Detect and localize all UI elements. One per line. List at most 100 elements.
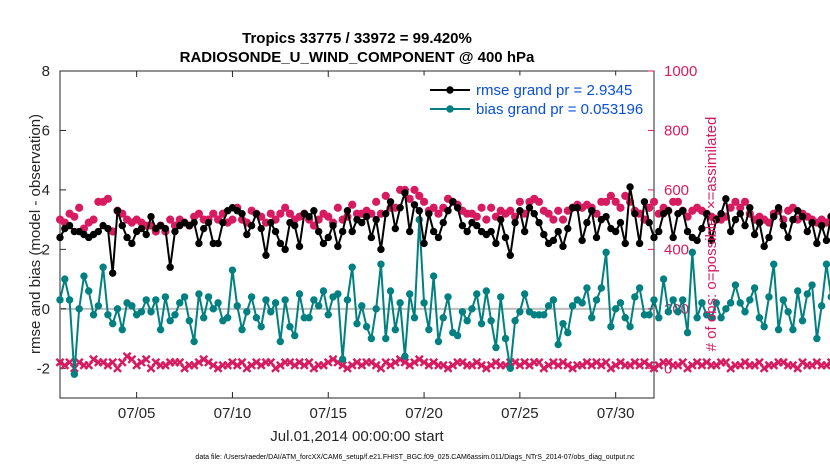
- bias-point: [377, 260, 385, 268]
- bias-point: [180, 293, 189, 301]
- obs-possible-point: [276, 209, 285, 218]
- bias-point: [405, 290, 414, 298]
- bias-point: [85, 287, 93, 295]
- obs-possible-point: [333, 203, 342, 212]
- obs-assimilated-point: [122, 351, 132, 361]
- rmse-point: [171, 227, 179, 236]
- bias-point: [817, 302, 826, 310]
- rmse-point: [310, 207, 318, 215]
- bias-point: [118, 325, 126, 334]
- obs-assimilated-point: [328, 354, 338, 364]
- rmse-point: [702, 209, 711, 218]
- obs-possible-point: [166, 215, 175, 224]
- obs-assimilated-point: [357, 360, 367, 370]
- legend-rmse-label: rmse grand pr = 2.9345: [476, 82, 632, 99]
- obs-assimilated-point: [390, 357, 400, 367]
- bias-point: [396, 299, 404, 307]
- obs-assimilated-point: [687, 360, 697, 370]
- rmse-point: [243, 230, 251, 239]
- obs-assimilated-point: [381, 357, 391, 367]
- rmse-point: [683, 227, 692, 236]
- rmse-point: [741, 221, 749, 230]
- obs-assimilated-point: [726, 363, 736, 373]
- rmse-point: [444, 207, 452, 215]
- bias-point: [554, 340, 562, 349]
- obs-assimilated-point: [194, 357, 204, 367]
- bias-point: [209, 305, 217, 313]
- obs-possible-point: [266, 209, 275, 218]
- obs-assimilated-point: [606, 363, 616, 373]
- obs-assimilated-point: [180, 363, 189, 373]
- obs-assimilated-point: [769, 360, 779, 370]
- bias-point: [420, 299, 428, 307]
- rmse-point: [161, 224, 170, 233]
- bias-point: [75, 305, 83, 313]
- rmse-point: [520, 227, 529, 236]
- obs-assimilated-point: [323, 357, 333, 367]
- obs-possible-point: [601, 197, 611, 206]
- bias-point: [760, 322, 768, 331]
- bias-point: [204, 293, 213, 301]
- bias-point: [214, 299, 222, 307]
- rmse-point: [118, 221, 126, 230]
- obs-assimilated-point: [616, 357, 625, 367]
- bias-point: [200, 314, 208, 322]
- bias-point: [185, 317, 194, 325]
- obs-possible-point: [75, 203, 84, 212]
- rmse-point: [142, 230, 150, 239]
- bias-point: [794, 287, 802, 295]
- bias-point: [779, 296, 788, 304]
- obs-assimilated-point: [228, 357, 237, 367]
- bias-point: [626, 322, 634, 331]
- bias-point: [142, 296, 150, 304]
- obs-possible-point: [487, 203, 496, 212]
- bias-point: [228, 266, 237, 274]
- bias-point: [616, 299, 625, 307]
- bias-point: [511, 317, 519, 325]
- bias-point: [291, 331, 299, 340]
- bias-point: [99, 263, 107, 271]
- rmse-point: [501, 233, 510, 242]
- bias-point: [70, 370, 79, 378]
- obs-possible-point: [534, 197, 544, 206]
- bias-point: [635, 284, 644, 292]
- bias-point: [717, 314, 725, 322]
- x-tick-label: 07/30: [597, 405, 635, 422]
- obs-possible-point: [549, 215, 558, 224]
- rmse-point: [247, 221, 256, 230]
- bias-point: [621, 314, 629, 322]
- bias-point: [319, 287, 328, 295]
- bias-point: [382, 334, 390, 343]
- bias-point: [324, 311, 332, 319]
- bias-point: [353, 319, 361, 328]
- obs-possible-point: [649, 197, 659, 206]
- bias-point: [401, 352, 409, 361]
- obs-possible-point: [285, 209, 295, 218]
- rmse-point: [669, 233, 677, 242]
- rmse-point: [664, 207, 673, 215]
- obs-possible-point: [415, 191, 424, 200]
- rmse-point: [640, 198, 649, 206]
- obs-assimilated-point: [419, 357, 429, 367]
- y-tick-label: -2: [37, 360, 50, 377]
- rmse-point: [439, 218, 447, 227]
- bias-point: [343, 296, 352, 304]
- legend-rmse-marker: [446, 86, 454, 94]
- bias-point: [798, 317, 807, 325]
- bias-point: [664, 308, 673, 316]
- rmse-point: [219, 218, 227, 227]
- bias-point: [583, 284, 591, 292]
- obs-assimilated-point: [812, 357, 822, 367]
- obs-possible-point: [673, 197, 683, 206]
- obs-assimilated-point: [405, 360, 415, 370]
- ticks-layer: 07/0507/1007/1507/2007/2507/30-202468020…: [37, 63, 698, 422]
- rmse-point: [324, 233, 332, 242]
- rmse-point: [525, 204, 534, 212]
- rmse-point: [334, 242, 342, 251]
- bias-point: [650, 296, 658, 304]
- bias-point: [156, 325, 165, 334]
- rmse-point: [722, 195, 730, 203]
- bias-point: [310, 296, 318, 304]
- rmse-point: [707, 236, 716, 245]
- bias-point: [391, 325, 400, 334]
